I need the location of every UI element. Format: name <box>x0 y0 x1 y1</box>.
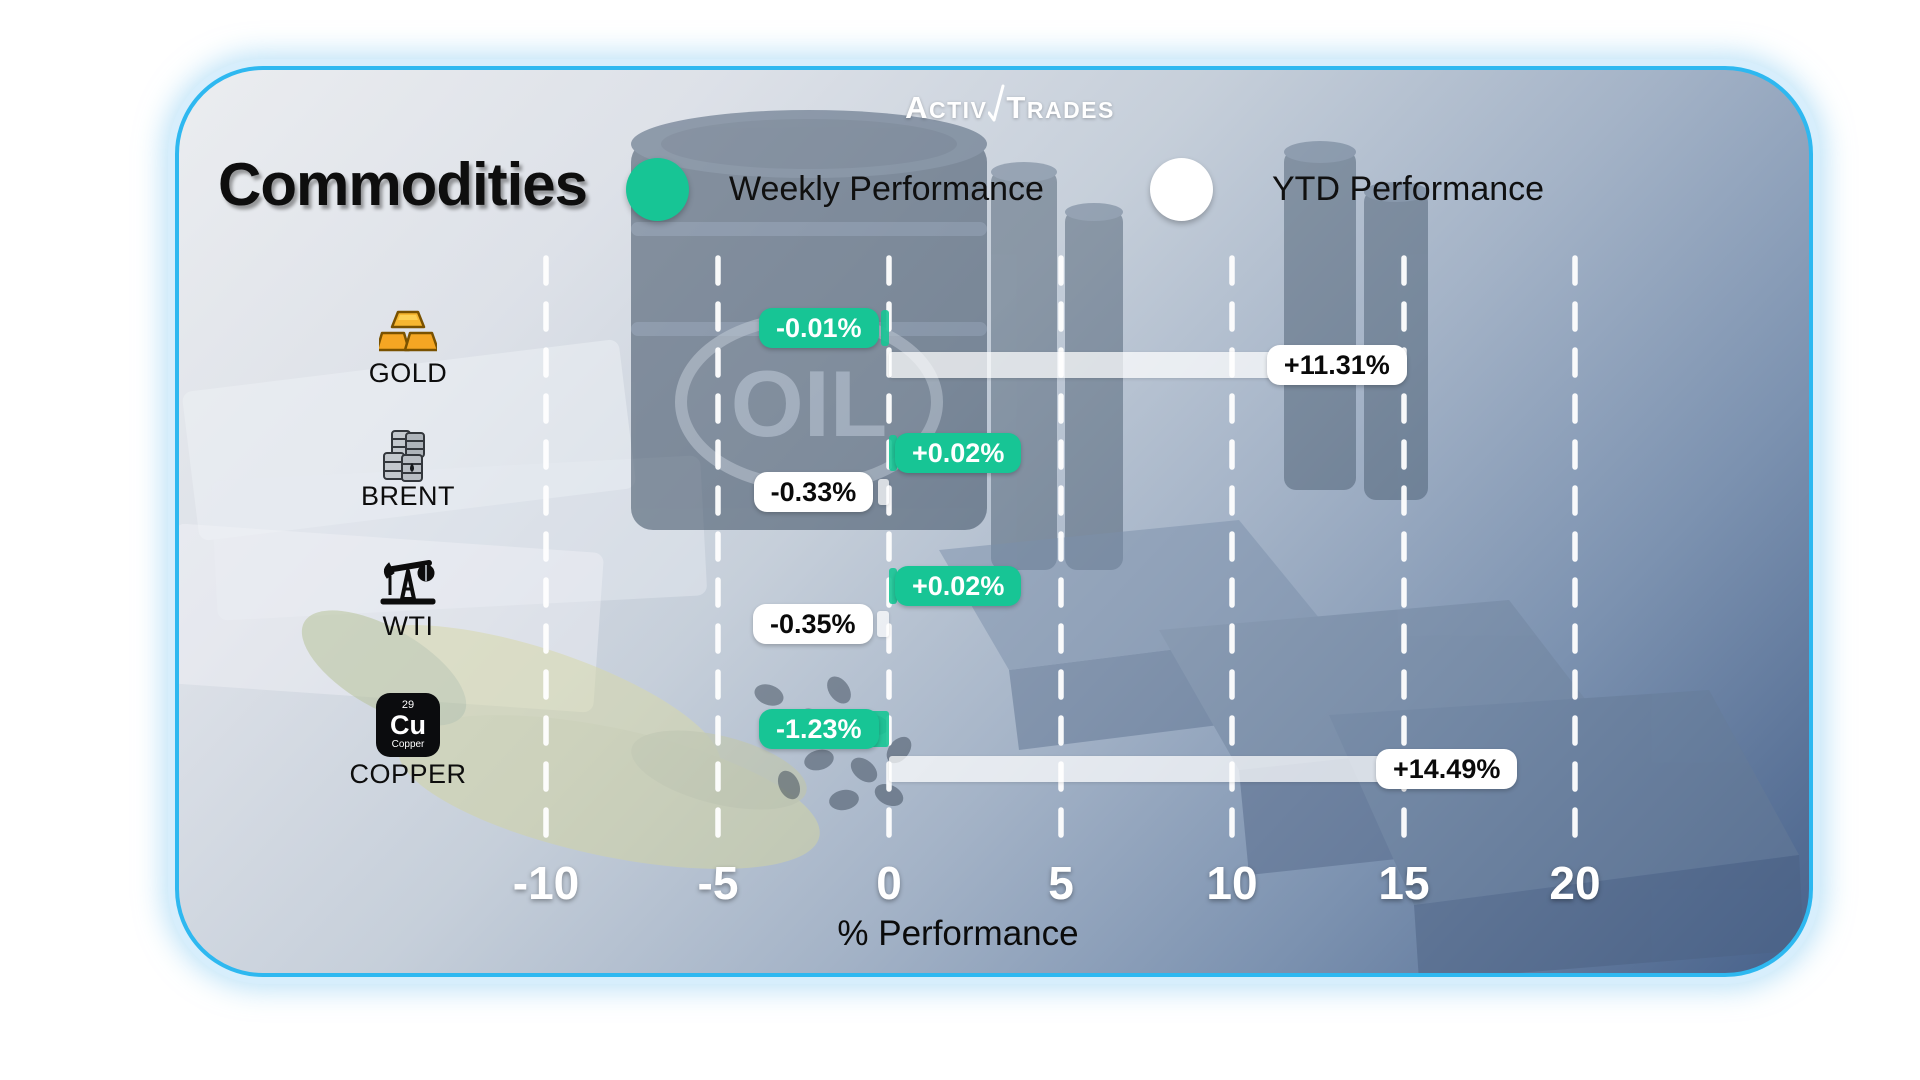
axis-tick: 0 <box>876 857 902 909</box>
ytd-legend-dot-icon <box>1150 158 1213 221</box>
copper-atomic-number: 29 <box>401 699 415 711</box>
weekly-bar <box>889 568 897 604</box>
logo-word1-initial: A <box>905 90 930 125</box>
copper-caption: Copper <box>391 739 425 750</box>
weekly-bar <box>881 310 889 346</box>
weekly-badge: +0.02% <box>895 433 1022 473</box>
axis-tick: 10 <box>1206 857 1258 909</box>
logo-slash-icon <box>988 84 1005 122</box>
x-axis-label: % Performance <box>837 914 1079 953</box>
ytd-badge: +14.49% <box>1376 749 1518 789</box>
legend-weekly-label: Weekly Performance <box>729 170 1044 208</box>
legend-ytd-label: YTD Performance <box>1272 170 1545 208</box>
oil-pump-icon <box>375 545 441 611</box>
weekly-badge: +0.02% <box>895 566 1022 606</box>
ytd-badge: -0.33% <box>753 472 874 512</box>
activtrades-logo: ACTIV TRADES <box>860 84 1160 126</box>
axis-tick: 20 <box>1549 857 1601 909</box>
axis-tick: 5 <box>1048 857 1074 909</box>
weekly-badge: -0.01% <box>759 308 879 348</box>
ytd-bar <box>889 352 1277 378</box>
weekly-bar <box>889 435 897 471</box>
weekly-badge: -1.23% <box>759 709 879 749</box>
axis-tick: -5 <box>697 857 739 909</box>
commodity-label: GOLD <box>368 358 448 388</box>
axis-tick: 15 <box>1378 857 1430 909</box>
logo-word1-rest: CTIV <box>929 97 988 123</box>
ytd-bar <box>889 756 1386 782</box>
commodity-label: BRENT <box>360 481 455 511</box>
page-title: Commodities <box>218 151 588 218</box>
copper-element-icon: 29 Cu Copper <box>376 693 440 757</box>
logo-word2-rest: RADES <box>1026 97 1115 123</box>
ytd-bar <box>876 611 889 637</box>
logo-word2-initial: T <box>1006 90 1027 125</box>
ytd-badge: +11.31% <box>1266 345 1407 385</box>
oil-barrels-icon <box>375 422 441 488</box>
axis-tick: -10 <box>512 857 580 909</box>
commodity-label: COPPER <box>349 759 467 789</box>
ytd-bar <box>877 479 889 505</box>
ytd-badge: -0.35% <box>752 604 873 644</box>
weekly-legend-dot-icon <box>626 158 689 221</box>
commodity-label: WTI <box>382 611 434 641</box>
copper-symbol: Cu <box>390 710 426 740</box>
gold-bars-icon <box>375 298 441 364</box>
